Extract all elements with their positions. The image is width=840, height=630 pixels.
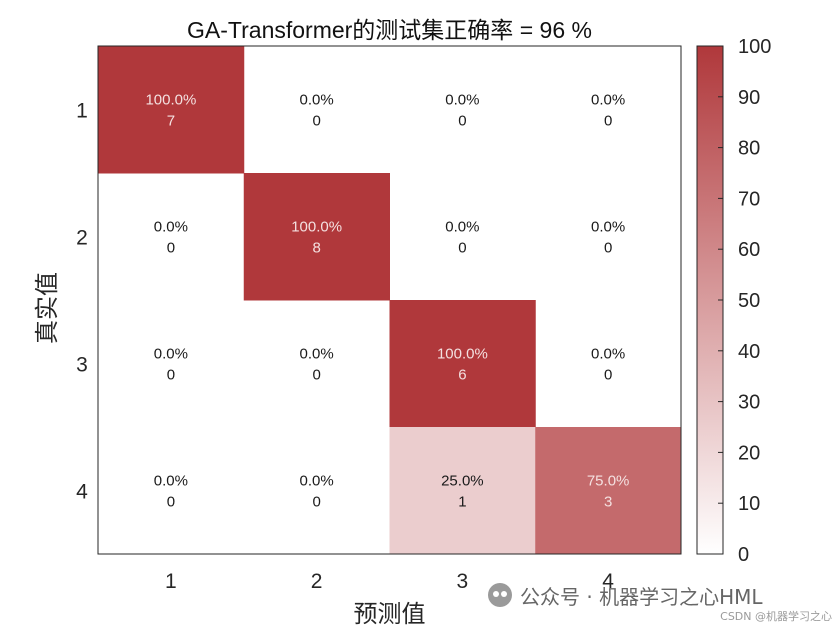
cell-percent-label: 0.0% (591, 92, 625, 109)
cell-percent-label: 0.0% (445, 219, 479, 236)
cell-count-label: 8 (312, 240, 320, 257)
y-tick-label: 2 (76, 227, 88, 250)
cell-percent-label: 0.0% (445, 92, 479, 109)
y-tick-label: 4 (76, 481, 88, 504)
watermark: 公众号 · 机器学习之心HML (488, 580, 763, 610)
cell-percent-label: 75.0% (587, 473, 630, 490)
heatmap-cell-4-3 (389, 427, 536, 555)
x-tick-label: 2 (311, 570, 323, 593)
cell-percent-label: 100.0% (145, 92, 196, 109)
colorbar-tick-label: 50 (738, 290, 760, 312)
cell-percent-label: 0.0% (591, 219, 625, 236)
heatmap-cell-4-4 (535, 427, 682, 555)
cell-count-label: 0 (458, 113, 466, 130)
cell-count-label: 0 (312, 494, 320, 511)
colorbar-tick-label: 80 (738, 138, 760, 160)
cell-count-label: 0 (312, 113, 320, 130)
y-tick-label: 3 (76, 354, 88, 377)
cell-percent-label: 0.0% (154, 219, 188, 236)
y-axis-label: 真实值 (33, 272, 61, 344)
heatmap-cell-1-1 (98, 46, 245, 174)
cell-percent-label: 100.0% (437, 346, 488, 363)
x-tick-label: 4 (602, 570, 614, 593)
cell-count-label: 0 (604, 240, 612, 257)
x-tick-label: 3 (457, 570, 469, 593)
wechat-icon (488, 583, 512, 607)
cell-count-label: 0 (312, 367, 320, 384)
cell-percent-label: 0.0% (300, 92, 334, 109)
colorbar-tick-label: 60 (738, 239, 760, 261)
colorbar-tick-label: 90 (738, 87, 760, 109)
colorbar-tick-label: 0 (738, 544, 749, 566)
chart-title: GA-Transformer的测试集正确率 = 96 % (187, 17, 592, 43)
x-axis-label: 预测值 (354, 600, 426, 628)
cell-percent-label: 0.0% (591, 346, 625, 363)
cell-percent-label: 0.0% (154, 346, 188, 363)
csdn-credit: CSDN @机器学习之心 (720, 610, 832, 623)
cell-count-label: 0 (604, 113, 612, 130)
cell-count-label: 0 (167, 494, 175, 511)
colorbar-tick-label: 20 (738, 442, 760, 464)
cell-count-label: 0 (167, 367, 175, 384)
y-tick-label: 1 (76, 100, 88, 123)
heatmap-cell-3-3 (389, 300, 536, 428)
cell-count-label: 0 (604, 367, 612, 384)
cell-count-label: 1 (458, 494, 466, 511)
heatmap-cell-2-2 (243, 173, 390, 301)
colorbar-tick-label: 40 (738, 341, 760, 363)
cell-percent-label: 100.0% (291, 219, 342, 236)
colorbar-tick-label: 30 (738, 392, 760, 414)
cell-count-label: 0 (167, 240, 175, 257)
cell-percent-label: 0.0% (300, 346, 334, 363)
cell-percent-label: 0.0% (300, 473, 334, 490)
cell-percent-label: 0.0% (154, 473, 188, 490)
watermark-text: 公众号 · 机器学习之心HML (520, 584, 763, 609)
cell-count-label: 3 (604, 494, 612, 511)
colorbar-tick-label: 70 (738, 188, 760, 210)
cell-percent-label: 25.0% (441, 473, 484, 490)
colorbar-tick-label: 10 (738, 493, 760, 515)
cell-count-label: 6 (458, 367, 466, 384)
plot-frame (97, 45, 682, 555)
cell-count-label: 7 (167, 113, 175, 130)
x-tick-label: 1 (165, 570, 177, 593)
colorbar-tick-label: 100 (738, 36, 771, 58)
cell-count-label: 0 (458, 240, 466, 257)
